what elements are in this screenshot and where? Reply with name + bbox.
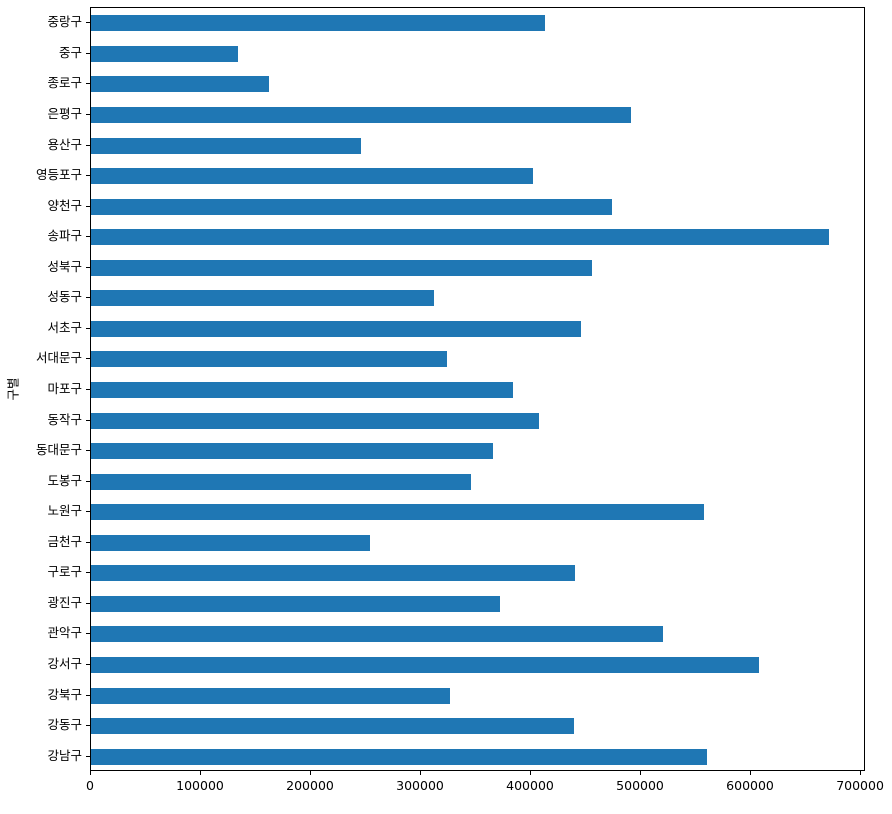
x-tick-label-500000: 500000 <box>616 778 664 793</box>
y-tick-label-양천구: 양천구 <box>47 197 82 213</box>
bar-중랑구 <box>91 15 546 32</box>
y-tick-mark <box>86 236 90 238</box>
y-tick-mark <box>86 113 90 115</box>
y-tick-label-노원구: 노원구 <box>47 503 82 519</box>
y-tick-label-광진구: 광진구 <box>47 594 82 610</box>
y-tick-label-관악구: 관악구 <box>47 625 82 641</box>
x-tick-mark <box>90 771 91 775</box>
bar-강동구 <box>91 718 574 735</box>
y-tick-mark <box>86 480 90 482</box>
y-tick-label-종로구: 종로구 <box>47 75 82 91</box>
y-tick-mark <box>86 755 90 757</box>
x-tick-mark <box>750 771 752 775</box>
bar-성동구 <box>91 290 435 307</box>
y-tick-label-동작구: 동작구 <box>47 411 82 427</box>
x-tick-label-100000: 100000 <box>176 778 224 793</box>
bar-서대문구 <box>91 351 448 368</box>
y-tick-label-중구: 중구 <box>58 44 82 60</box>
y-tick-mark <box>86 633 90 635</box>
plot-area <box>90 7 865 771</box>
y-tick-mark <box>86 572 90 574</box>
bar-강서구 <box>91 657 759 674</box>
y-tick-mark <box>86 175 90 177</box>
bar-동대문구 <box>91 443 493 460</box>
y-tick-mark <box>86 358 90 360</box>
x-tick-mark <box>530 771 532 775</box>
bar-양천구 <box>91 198 613 215</box>
y-tick-label-성동구: 성동구 <box>47 289 82 305</box>
y-tick-mark <box>86 389 90 390</box>
y-tick-mark <box>86 602 90 604</box>
y-tick-label-도봉구: 도봉구 <box>47 472 82 488</box>
x-tick-label-400000: 400000 <box>506 778 554 793</box>
bar-마포구 <box>91 382 514 398</box>
x-tick-mark <box>860 771 862 775</box>
y-tick-label-은평구: 은평구 <box>47 105 82 121</box>
bar-관악구 <box>91 626 664 643</box>
y-tick-label-금천구: 금천구 <box>47 533 82 549</box>
y-tick-label-강남구: 강남구 <box>47 747 82 763</box>
bar-구로구 <box>91 565 576 582</box>
bar-강남구 <box>91 748 708 765</box>
bar-영등포구 <box>91 168 534 185</box>
y-tick-label-구로구: 구로구 <box>47 564 82 580</box>
bar-금천구 <box>91 534 371 551</box>
bar-송파구 <box>91 229 830 246</box>
x-tick-label-600000: 600000 <box>726 778 774 793</box>
y-tick-label-영등포구: 영등포구 <box>35 167 82 183</box>
bar-동작구 <box>91 412 539 429</box>
y-tick-mark <box>86 205 90 207</box>
bar-성북구 <box>91 259 592 276</box>
y-tick-label-서대문구: 서대문구 <box>35 350 82 366</box>
x-tick-mark <box>200 771 201 775</box>
x-tick-label-200000: 200000 <box>286 778 334 793</box>
bar-노원구 <box>91 504 704 521</box>
bar-중구 <box>91 45 239 62</box>
y-tick-label-강동구: 강동구 <box>47 717 82 733</box>
y-tick-label-강서구: 강서구 <box>47 656 82 672</box>
y-tick-mark <box>86 327 90 329</box>
bar-은평구 <box>91 106 632 123</box>
y-tick-mark <box>86 144 90 146</box>
bar-서초구 <box>91 320 581 337</box>
y-tick-mark <box>86 725 90 727</box>
bar-종로구 <box>91 76 270 93</box>
bar-광진구 <box>91 595 501 612</box>
x-tick-label-0: 0 <box>86 778 94 793</box>
y-tick-mark <box>86 511 90 513</box>
x-tick-mark <box>640 771 642 775</box>
x-tick-label-700000: 700000 <box>836 778 884 793</box>
y-tick-mark <box>86 694 90 696</box>
y-tick-mark <box>86 664 90 666</box>
x-tick-mark <box>420 771 422 775</box>
y-tick-mark <box>86 83 90 85</box>
bar-도봉구 <box>91 473 471 490</box>
bar-용산구 <box>91 137 361 154</box>
y-tick-mark <box>86 22 90 24</box>
y-tick-label-동대문구: 동대문구 <box>35 442 82 458</box>
y-tick-mark <box>86 52 90 54</box>
x-tick-label-300000: 300000 <box>396 778 444 793</box>
y-tick-label-중랑구: 중랑구 <box>47 14 82 30</box>
y-tick-label-마포구: 마포구 <box>47 381 82 396</box>
y-tick-label-용산구: 용산구 <box>47 136 82 152</box>
x-tick-mark <box>310 771 311 775</box>
y-tick-label-송파구: 송파구 <box>47 228 82 244</box>
y-tick-label-강북구: 강북구 <box>47 686 82 702</box>
y-tick-mark <box>86 297 90 299</box>
bar-강북구 <box>91 687 450 704</box>
y-tick-label-서초구: 서초구 <box>47 319 82 335</box>
y-tick-mark <box>86 450 90 452</box>
y-tick-mark <box>86 541 90 543</box>
y-tick-mark <box>86 266 90 268</box>
y-tick-mark <box>86 419 90 421</box>
y-tick-label-성북구: 성북구 <box>47 258 82 274</box>
